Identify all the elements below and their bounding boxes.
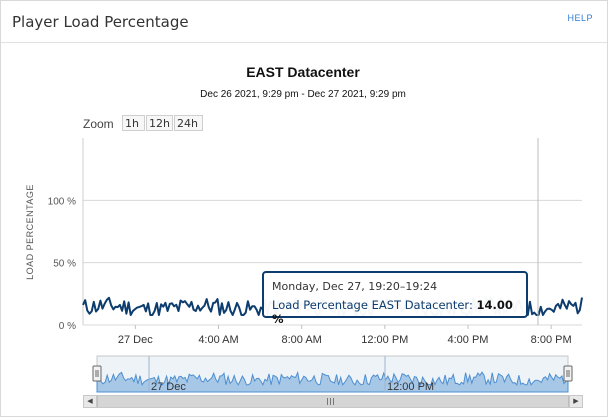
x-tick-label: 8:00 AM	[281, 334, 321, 346]
chart-grid	[83, 199, 582, 326]
navigator-series	[96, 370, 569, 393]
x-tick-label: 12:00 PM	[361, 334, 408, 346]
scroll-left-button[interactable]: ◀	[84, 396, 97, 407]
navigator-scrollbar[interactable]: ◀ ▶	[83, 395, 583, 408]
tooltip-series-label: Load Percentage EAST Datacenter:	[272, 298, 473, 312]
y-axis-label: LOAD PERCENTAGE	[25, 184, 35, 280]
panel-title: Player Load Percentage	[12, 13, 189, 31]
y-tick-label: 0 %	[59, 321, 76, 332]
chart-subtitle: Dec 26 2021, 9:29 pm - Dec 27 2021, 9:29…	[200, 89, 406, 100]
scrollbar-thumb[interactable]	[97, 396, 569, 407]
x-axis-ticks: 27 Dec 4:00 AM 8:00 AM 12:00 PM 4:00 PM 8:00 …	[118, 325, 572, 346]
data-tooltip: Monday, Dec 27, 19:20–19:24 Load Percent…	[262, 271, 528, 326]
scroll-right-button[interactable]: ▶	[569, 396, 582, 407]
x-tick-label: 8:00 PM	[531, 334, 572, 346]
tooltip-series: Load Percentage EAST Datacenter: 14.00 %	[272, 298, 526, 326]
tooltip-value: 14.00 %	[272, 298, 513, 326]
chart-title: EAST Datacenter	[246, 64, 360, 80]
zoom-24h-button[interactable]: 24h	[174, 115, 203, 131]
y-tick-label: 50 %	[53, 259, 76, 270]
zoom-12h-button[interactable]: 12h	[146, 115, 173, 131]
x-tick-label: 4:00 PM	[448, 334, 489, 346]
grip-icon	[326, 398, 336, 405]
help-link[interactable]: HELP	[567, 13, 593, 23]
chevron-right-icon: ▶	[573, 398, 579, 405]
x-tick-label: 4:00 AM	[198, 334, 238, 346]
zoom-1h-button[interactable]: 1h	[122, 115, 145, 131]
navigator-handle-right[interactable]	[563, 365, 573, 382]
tooltip-date: Monday, Dec 27, 19:20–19:24	[272, 280, 438, 293]
chevron-left-icon: ◀	[87, 398, 93, 405]
navigator[interactable]: 27 Dec 12:00 PM	[92, 355, 573, 393]
x-tick-label: 27 Dec	[118, 334, 153, 346]
panel-header: Player Load Percentage HELP	[1, 1, 607, 43]
y-axis-ticks: 0 % 50 % 100 %	[48, 196, 76, 332]
navigator-tick-label: 27 Dec	[151, 381, 186, 393]
navigator-handle-left[interactable]	[92, 365, 102, 382]
y-tick-label: 100 %	[48, 196, 76, 207]
navigator-tick-label: 12:00 PM	[387, 381, 434, 393]
zoom-label: Zoom	[83, 117, 114, 131]
